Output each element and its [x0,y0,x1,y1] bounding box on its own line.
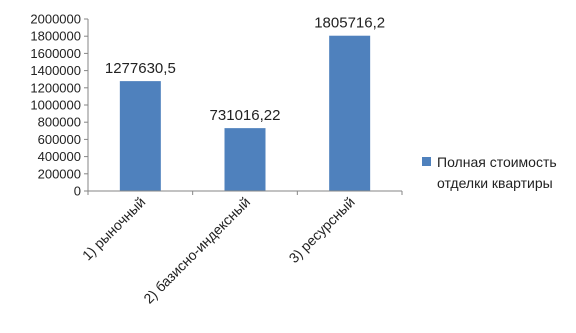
legend: Полная стоимость отделки квартиры [422,152,576,194]
bar [329,35,371,192]
y-tick-label: 600000 [38,132,81,147]
data-label: 1277630,5 [105,60,176,77]
category-label: 2) базисно-индексный [140,194,253,307]
category-label: 1) рыночный [79,194,149,264]
y-tick-label: 1600000 [30,46,81,61]
y-tick-label: 1200000 [30,80,81,95]
y-tick-label: 400000 [38,149,81,164]
data-label: 731016,22 [210,107,281,124]
legend-swatch [422,157,431,166]
y-tick-label: 1800000 [30,29,81,44]
legend-label: Полная стоимость отделки квартиры [437,154,557,191]
y-tick-label: 200000 [38,166,81,181]
y-tick-label: 2000000 [30,12,81,27]
data-labels: 1277630,5 731016,22 1805716,2 [105,15,385,124]
bar [119,81,161,191]
y-axis-ticks: 0 200000 400000 600000 800000 1000000 1200000 1… [30,12,88,199]
y-tick-label: 800000 [38,115,81,130]
y-tick-label: 1000000 [30,98,81,113]
y-tick-label: 0 [74,184,81,199]
data-label: 1805716,2 [314,15,385,32]
bar [224,128,266,191]
category-label: 3) ресурсный [286,194,358,266]
y-tick-label: 1400000 [30,63,81,78]
bars [119,35,371,192]
